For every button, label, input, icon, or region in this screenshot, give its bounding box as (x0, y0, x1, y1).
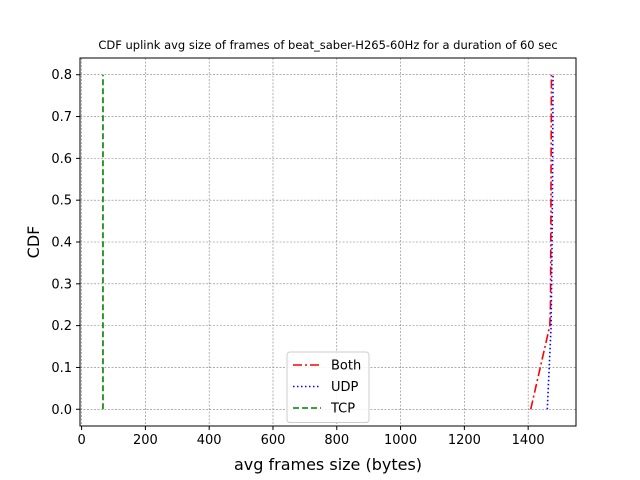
legend-label: Both (331, 359, 361, 374)
y-tick-label: 0.1 (51, 361, 72, 376)
grid (80, 58, 576, 426)
series-line-both (529, 74, 553, 410)
x-axis-label: avg frames size (bytes) (234, 455, 422, 474)
y-tick-label: 0.4 (51, 236, 72, 251)
x-tick-label: 800 (324, 433, 349, 448)
x-tick-label: 600 (261, 433, 286, 448)
legend-label: UDP (331, 380, 359, 395)
legend-box (286, 351, 370, 423)
legend-label: TCP (330, 402, 355, 417)
y-tick-label: 0.0 (51, 403, 72, 418)
legend: Both UDP TCP (286, 351, 370, 423)
y-tick-label: 0.6 (51, 152, 72, 167)
x-tick-label: 200 (133, 433, 158, 448)
chart-title: CDF uplink avg size of frames of beat_sa… (98, 38, 557, 52)
axis-ticks: 0 200 400 600 800 1000 1200 1400 0.0 0.1 0.2 0.3 0.4… (51, 68, 544, 448)
x-tick-label: 1000 (384, 433, 417, 448)
x-tick-label: 1400 (512, 433, 545, 448)
plot-lines (102, 74, 554, 410)
y-axis-label: CDF (24, 226, 43, 259)
y-tick-label: 0.5 (51, 194, 72, 209)
x-tick-label: 0 (77, 433, 85, 448)
x-tick-label: 400 (197, 433, 222, 448)
y-tick-label: 0.3 (51, 277, 72, 292)
y-tick-label: 0.7 (51, 110, 72, 125)
x-tick-label: 1200 (448, 433, 481, 448)
y-tick-label: 0.2 (51, 319, 72, 334)
y-tick-label: 0.8 (51, 68, 72, 83)
